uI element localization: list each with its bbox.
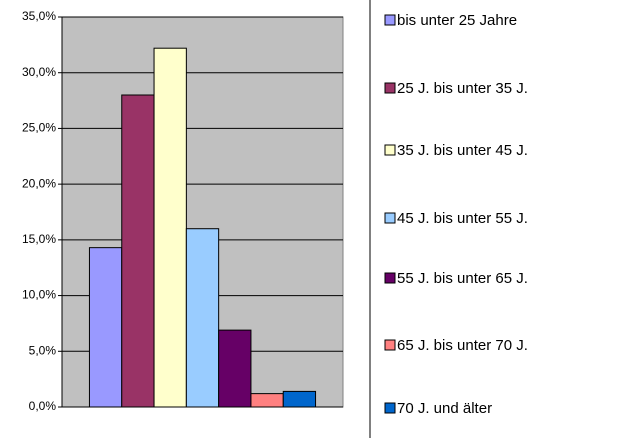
y-tick-label: 0,0% [29, 399, 57, 413]
y-tick-label: 10,0% [22, 288, 56, 302]
legend-swatch [384, 272, 396, 284]
bar [250, 393, 284, 408]
y-tick-label: 35,0% [22, 9, 56, 23]
legend-label: 25 J. bis unter 35 J. [397, 80, 528, 97]
bar [282, 390, 317, 408]
legend-label: 65 J. bis unter 70 J. [397, 337, 528, 354]
legend-swatch [384, 402, 396, 414]
bar [218, 329, 252, 408]
legend-swatch [384, 144, 396, 156]
y-tick-label: 25,0% [22, 121, 56, 135]
bar [88, 247, 123, 408]
legend-label: bis unter 25 Jahre [397, 12, 517, 29]
bar [153, 47, 187, 408]
legend-label: 55 J. bis unter 65 J. [397, 270, 528, 287]
legend-label: 45 J. bis unter 55 J. [397, 210, 528, 227]
bar [185, 228, 220, 408]
legend-label: 70 J. und älter [397, 400, 492, 417]
legend-label: 35 J. bis unter 45 J. [397, 142, 528, 159]
legend-swatch [384, 14, 396, 26]
y-tick-label: 5,0% [29, 343, 57, 357]
y-tick-label: 30,0% [22, 65, 56, 79]
y-tick-label: 15,0% [22, 232, 56, 246]
legend-swatch [384, 339, 396, 351]
y-tick-label: 20,0% [22, 176, 56, 190]
legend-swatch [384, 212, 396, 224]
legend-swatch [384, 82, 396, 94]
bar [121, 94, 155, 408]
